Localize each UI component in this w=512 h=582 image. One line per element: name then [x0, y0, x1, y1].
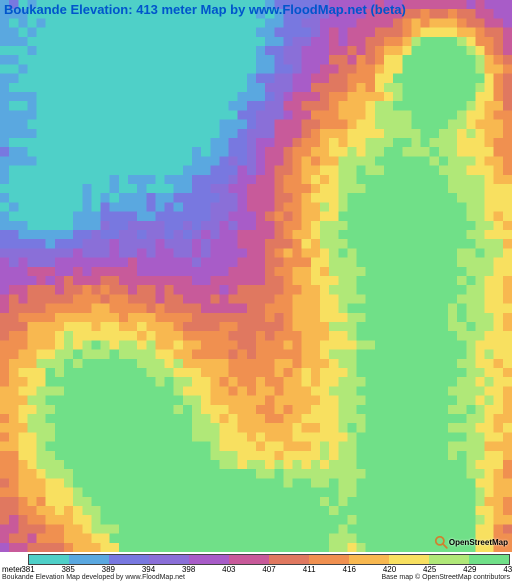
magnifier-icon: [434, 535, 448, 549]
legend-tick: 416: [343, 565, 356, 574]
legend-swatch: [149, 555, 189, 564]
page-title: Boukande Elevation: 413 meter Map by www…: [0, 0, 512, 18]
legend-unit: meter: [2, 565, 22, 574]
legend-tick: 389: [102, 565, 115, 574]
legend-tick: 403: [222, 565, 235, 574]
footer-credit-left: Boukande Elevation Map developed by www.…: [2, 574, 185, 581]
legend-tick: 434: [503, 565, 512, 574]
legend-colorbar: [28, 554, 510, 565]
footer: Boukande Elevation Map developed by www.…: [0, 574, 512, 582]
osm-attribution: OpenStreetMap: [434, 535, 508, 549]
elevation-map: [0, 0, 512, 552]
osm-label: OpenStreetMap: [449, 538, 508, 547]
legend-swatch: [69, 555, 109, 564]
title-text: Boukande Elevation: 413 meter Map by www…: [4, 2, 406, 17]
legend-swatch: [269, 555, 309, 564]
legend-tick: 425: [423, 565, 436, 574]
footer-credit-right: Base map © OpenStreetMap contributors: [382, 574, 511, 581]
heatmap-canvas: [0, 0, 512, 552]
legend-swatch: [309, 555, 349, 564]
legend-tick: 429: [463, 565, 476, 574]
legend-tick: 411: [303, 565, 316, 574]
legend-tick: 394: [142, 565, 155, 574]
legend-tick: 398: [182, 565, 195, 574]
legend-tick: 385: [61, 565, 74, 574]
legend-swatch: [229, 555, 269, 564]
legend-swatch: [189, 555, 229, 564]
legend-swatch: [109, 555, 149, 564]
legend-swatch: [469, 555, 509, 564]
legend-tick: 407: [262, 565, 275, 574]
legend-tick: 420: [383, 565, 396, 574]
legend-swatch: [429, 555, 469, 564]
legend-swatch: [389, 555, 429, 564]
legend-tick: 381: [21, 565, 34, 574]
legend-swatch: [349, 555, 389, 564]
legend-swatch: [29, 555, 69, 564]
